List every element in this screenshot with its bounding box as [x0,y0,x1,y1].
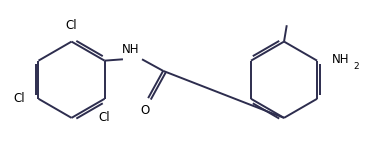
Text: O: O [141,103,150,117]
Text: Cl: Cl [99,111,111,124]
Text: Cl: Cl [66,19,77,32]
Text: Cl: Cl [13,92,25,105]
Text: 2: 2 [353,62,359,71]
Text: NH: NH [332,53,350,67]
Text: NH: NH [122,43,139,56]
